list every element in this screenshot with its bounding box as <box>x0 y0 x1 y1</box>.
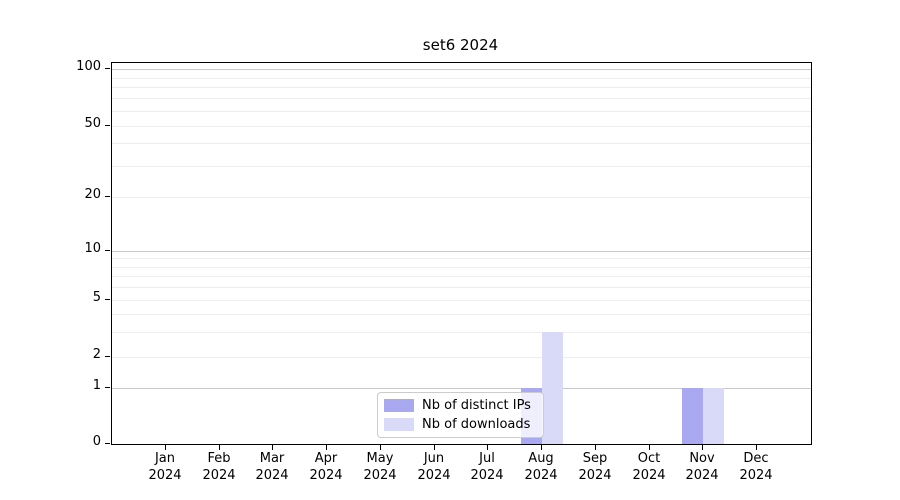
legend-entry-distinct-ips: Nb of distinct IPs <box>384 398 537 413</box>
gridline-minor <box>112 332 811 333</box>
y-tick-mark <box>105 196 110 198</box>
x-tick-mark <box>649 445 651 450</box>
bar-nb-of-distinct-ips-nov <box>682 388 703 444</box>
gridline-minor <box>112 287 811 288</box>
x-tick-label: Jul 2024 <box>470 451 504 483</box>
y-tick-mark <box>105 443 110 445</box>
gridline-minor <box>112 166 811 167</box>
y-tick-mark <box>105 299 110 301</box>
x-tick-label: Nov 2024 <box>685 451 719 483</box>
x-tick-mark <box>380 445 382 450</box>
gridline-minor <box>112 98 811 99</box>
y-tick-label: 0 <box>92 434 101 449</box>
gridline-minor <box>112 143 811 144</box>
y-tick-label: 20 <box>84 187 101 202</box>
gridline-minor <box>112 314 811 315</box>
y-tick-mark <box>105 250 110 252</box>
chart-title: set6 2024 <box>422 36 499 54</box>
legend-entry-downloads: Nb of downloads <box>384 417 537 432</box>
x-tick-mark <box>434 445 436 450</box>
gridline-major <box>112 388 811 389</box>
x-tick-mark <box>756 445 758 450</box>
gridline-minor <box>112 267 811 268</box>
x-tick-label: Mar 2024 <box>255 451 289 483</box>
y-tick-label: 50 <box>84 116 101 131</box>
gridline-minor <box>112 87 811 88</box>
x-tick-mark <box>326 445 328 450</box>
x-tick-label: Feb 2024 <box>202 451 236 483</box>
x-tick-mark <box>702 445 704 450</box>
x-tick-mark <box>595 445 597 450</box>
x-tick-mark <box>219 445 221 450</box>
x-tick-label: Jun 2024 <box>417 451 451 483</box>
x-tick-label: Oct 2024 <box>632 451 666 483</box>
y-tick-label: 2 <box>92 347 101 362</box>
bar-nb-of-downloads-aug <box>542 332 563 444</box>
x-tick-mark <box>541 445 543 450</box>
x-tick-label: Aug 2024 <box>524 451 558 483</box>
y-tick-label: 5 <box>92 290 101 305</box>
legend-swatch-distinct-ips <box>384 399 414 412</box>
plot-area <box>111 62 812 445</box>
x-tick-label: Sep 2024 <box>578 451 612 483</box>
y-tick-label: 1 <box>92 378 101 393</box>
gridline-minor <box>112 78 811 79</box>
x-tick-mark <box>272 445 274 450</box>
y-tick-mark <box>105 125 110 127</box>
y-tick-mark <box>105 68 110 70</box>
legend-label-distinct-ips: Nb of distinct IPs <box>422 398 531 413</box>
y-tick-mark <box>105 356 110 358</box>
gridline-minor <box>112 258 811 259</box>
y-tick-label: 10 <box>84 241 101 256</box>
x-tick-mark <box>165 445 167 450</box>
x-tick-label: Jan 2024 <box>148 451 182 483</box>
bar-nb-of-downloads-nov <box>703 388 724 444</box>
x-tick-label: Apr 2024 <box>309 451 343 483</box>
y-tick-mark <box>105 387 110 389</box>
legend: Nb of distinct IPs Nb of downloads <box>377 392 544 438</box>
gridline-minor <box>112 276 811 277</box>
legend-swatch-downloads <box>384 418 414 431</box>
gridline-major <box>112 251 811 252</box>
x-tick-mark <box>487 445 489 450</box>
x-tick-label: May 2024 <box>363 451 397 483</box>
legend-label-downloads: Nb of downloads <box>422 417 531 432</box>
gridline-minor <box>112 357 811 358</box>
y-tick-label: 100 <box>76 59 101 74</box>
gridline-minor <box>112 111 811 112</box>
x-tick-label: Dec 2024 <box>739 451 773 483</box>
gridline-minor <box>112 126 811 127</box>
gridline-minor <box>112 197 811 198</box>
gridline-minor <box>112 300 811 301</box>
gridline-major <box>112 69 811 70</box>
